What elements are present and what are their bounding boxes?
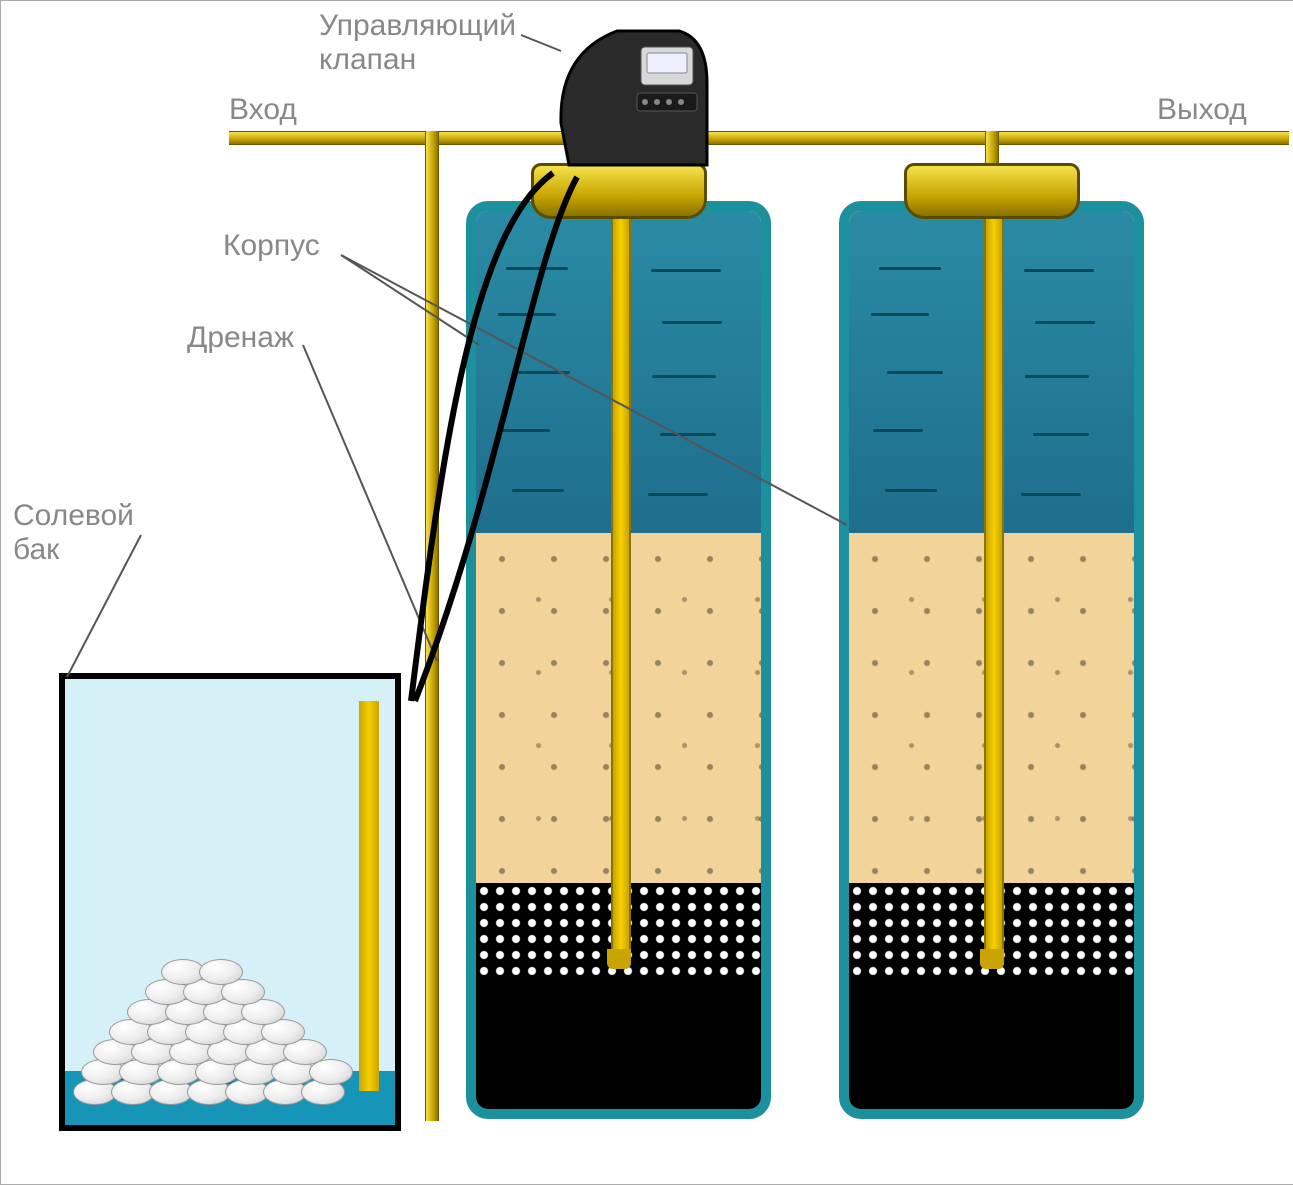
label-housing: Корпус: [223, 229, 320, 263]
diagram-canvas: Управляющий клапан Вход Выход Корпус Дре…: [0, 0, 1293, 1185]
label-outlet: Выход: [1157, 93, 1247, 127]
label-inlet: Вход: [229, 93, 297, 127]
label-drain: Дренаж: [187, 321, 294, 355]
label-salt-tank: Солевой бак: [13, 499, 134, 567]
lead-lines: [1, 1, 1293, 1184]
label-control-valve: Управляющий клапан: [319, 9, 516, 77]
